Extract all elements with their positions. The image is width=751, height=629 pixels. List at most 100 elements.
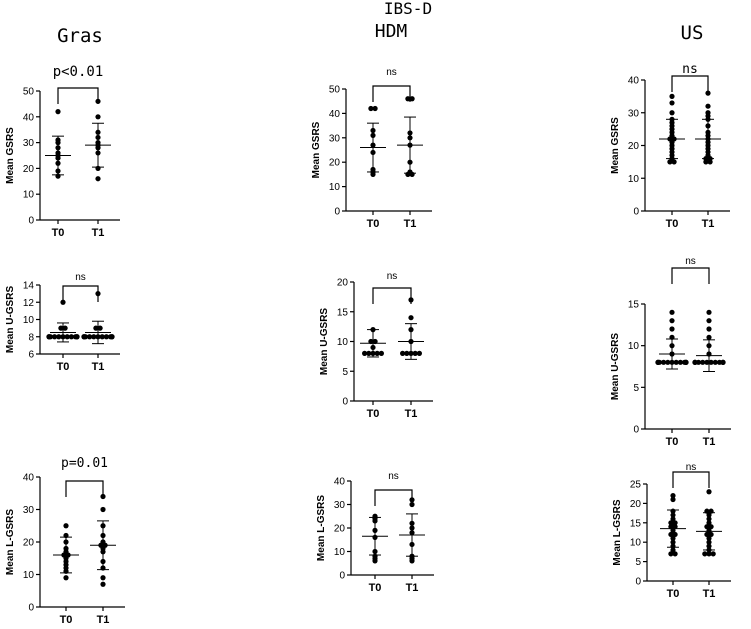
data-point <box>710 551 716 557</box>
data-point <box>670 547 676 553</box>
y-tick-label: 10 <box>628 174 640 185</box>
y-tick-label: 0 <box>334 207 340 218</box>
y-tick-label: 50 <box>23 87 35 98</box>
data-point <box>91 334 97 340</box>
y-axis-label: Mean GSRS <box>610 117 621 174</box>
data-point <box>672 551 678 557</box>
data-point <box>56 334 62 340</box>
significance-label: ns <box>75 272 86 283</box>
data-point <box>704 531 710 538</box>
y-axis-label: Mean GSRS <box>311 121 322 178</box>
x-tick-label: T1 <box>97 614 110 626</box>
x-tick-label: T0 <box>367 408 380 420</box>
y-tick-label: 50 <box>329 85 341 96</box>
y-tick-label: 20 <box>23 538 35 549</box>
panel-us-gsrs: 0 10 20 30 40 Mean GSRS T0 T1 ns <box>610 62 730 230</box>
data-point <box>706 489 712 495</box>
data-point <box>405 96 411 102</box>
data-point <box>74 334 80 340</box>
data-point <box>93 325 99 331</box>
data-point <box>52 334 58 340</box>
significance-bracket <box>65 480 104 497</box>
y-tick-label: 40 <box>329 109 341 120</box>
data-point <box>408 315 414 321</box>
x-tick-label: T1 <box>703 588 716 600</box>
data-point <box>103 334 109 340</box>
data-point <box>712 359 718 365</box>
data-point <box>47 334 54 340</box>
y-tick-label: 0 <box>635 577 641 588</box>
y-tick-label: 10 <box>329 182 341 193</box>
y-axis-label: Mean L-GSRS <box>316 495 327 561</box>
data-point <box>669 318 675 324</box>
data-point <box>370 171 376 177</box>
panel-hdm-gsrs: 0 10 20 30 40 50 Mean GSRS T0 T1 ns <box>311 67 432 230</box>
column-title-hdm: HDM <box>375 21 408 42</box>
data-point <box>708 524 714 530</box>
y-tick-label: 20 <box>628 141 640 152</box>
data-point <box>665 359 671 365</box>
y-tick-label: 0 <box>342 397 348 408</box>
data-point <box>683 359 689 365</box>
data-point <box>409 558 415 564</box>
x-tick-label: T0 <box>369 582 382 594</box>
data-point <box>669 93 675 99</box>
x-tick-label: T1 <box>406 582 419 594</box>
y-tick-label: 20 <box>329 158 341 169</box>
y-tick-label: 15 <box>337 307 349 318</box>
data-point <box>670 493 676 499</box>
significance-label: ns <box>387 271 398 282</box>
y-tick-label: 40 <box>23 473 35 484</box>
y-axis-label: Mean L-GSRS <box>612 499 623 565</box>
panel-gras-ugsrs: 6 8 10 12 14 Mean U-GSRS T0 T1 ns <box>5 272 120 373</box>
y-tick-label: 20 <box>337 278 349 289</box>
data-point <box>55 109 61 115</box>
y-tick-label: 10 <box>334 547 346 558</box>
data-point <box>68 334 74 340</box>
y-tick-label: 30 <box>329 133 341 144</box>
significance-label: ns <box>388 471 399 482</box>
y-axis-label: Mean GSRS <box>5 127 16 184</box>
data-point <box>87 334 93 340</box>
data-point <box>706 318 712 324</box>
x-tick-label: T1 <box>404 218 417 230</box>
y-tick-label: 20 <box>630 499 642 510</box>
data-point <box>656 359 663 365</box>
data-point <box>362 350 368 356</box>
x-tick-label: T0 <box>57 361 70 373</box>
significance-bracket <box>672 471 710 488</box>
y-tick-label: 8 <box>28 332 34 343</box>
x-tick-label: T0 <box>60 614 73 626</box>
y-tick-label: 40 <box>23 112 35 123</box>
data-point <box>700 359 706 365</box>
significance-label: ns <box>386 67 397 78</box>
data-point <box>669 309 675 315</box>
y-tick-label: 30 <box>334 500 346 511</box>
x-tick-label: T1 <box>702 218 715 230</box>
data-point <box>366 350 372 356</box>
y-axis-label: Mean U-GSRS <box>319 308 330 376</box>
y-axis-label: Mean L-GSRS <box>5 509 16 575</box>
y-tick-label: 14 <box>23 281 35 292</box>
data-point <box>668 551 674 557</box>
data-point <box>708 531 714 538</box>
data-point <box>100 506 106 513</box>
y-tick-label: 5 <box>342 367 348 378</box>
y-tick-label: 30 <box>628 108 640 119</box>
significance-label: p=0.01 <box>61 456 108 471</box>
y-tick-label: 40 <box>628 76 640 87</box>
panel-us-ugsrs: 0 5 10 15 Mean U-GSRS T0 T1 ns <box>610 256 731 448</box>
data-point <box>82 334 88 340</box>
y-tick-label: 12 <box>23 298 35 309</box>
significance-bracket <box>372 85 411 102</box>
y-tick-label: 15 <box>630 518 642 529</box>
data-point <box>100 575 106 581</box>
column-title-us: US <box>681 22 704 44</box>
data-point <box>97 325 103 331</box>
data-point <box>58 325 64 331</box>
data-point <box>368 105 374 112</box>
data-point <box>672 520 678 526</box>
data-point <box>409 96 415 102</box>
significance-bracket <box>374 489 413 506</box>
